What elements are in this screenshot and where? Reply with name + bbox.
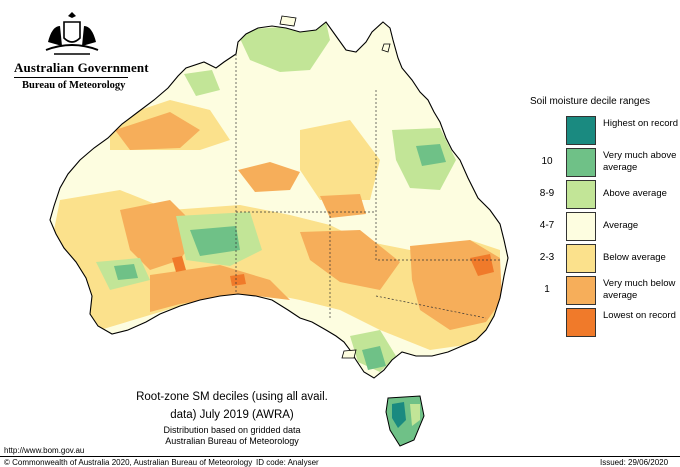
tasmania [385,395,425,447]
id-code: ID code: Analyser [256,458,319,467]
legend-swatch-below [566,244,596,273]
legend-swatch-very-much-above [566,148,596,177]
legend-swatch-lowest [566,308,596,337]
legend-item-above: 8-9 Above average [530,180,680,209]
above-average-region [184,70,220,96]
lowest-on-record-region [230,274,246,286]
legend-swatch-highest [566,116,596,145]
very-much-below-region [300,230,400,290]
very-much-above-region [190,226,240,256]
map-title-line1: Root-zone SM deciles (using all avail. [136,391,328,403]
islands [279,15,391,359]
government-title: Australian Government [14,60,149,75]
very-much-below-region [115,112,200,150]
very-much-above-region [114,264,138,280]
legend-title: Soil moisture decile ranges [530,96,651,107]
legend-swatch-very-much-below [566,276,596,305]
legend-item-highest: Highest on record [530,116,680,145]
legend-code: 2-3 [539,252,555,263]
header-divider [14,77,128,78]
very-much-above-region [362,346,386,370]
bureau-title: Bureau of Meteorology [22,80,126,91]
lowest-on-record-region [470,254,494,276]
website-url: http://www.bom.gov.au [4,446,85,455]
legend-label: Below average [603,252,666,263]
legend-label: Very much below average [603,278,676,301]
legend-code: 4-7 [539,220,555,231]
very-much-below-region [238,162,300,192]
legend-swatch-average [566,212,596,241]
map-subtitle-distribution: Distribution based on gridded data [163,425,301,435]
map-subtitle-source: Australian Bureau of Meteorology [165,436,299,446]
legend-code: 8-9 [539,188,555,199]
legend-item-below: 2-3 Below average [530,244,680,273]
footer-divider [0,456,680,457]
legend-label: Highest on record [603,118,678,129]
legend-code: 1 [544,284,550,295]
legend-item-average: 4-7 Average [530,212,680,241]
mainland-australia [49,21,509,379]
legend-label: Lowest on record [603,310,676,321]
below-average-region [300,120,380,200]
legend-item-lowest: Lowest on record [530,308,680,337]
above-average-region [236,22,330,72]
legend-label: Average [603,220,639,231]
very-much-above-region [416,144,446,166]
issued-date: Issued: 29/06/2020 [600,458,669,467]
map-title-line2: data) July 2019 (AWRA) [170,409,294,421]
legend-label: Above average [603,188,667,199]
very-much-below-region [320,194,366,218]
coat-of-arms-icon [45,12,99,55]
copyright-text: © Commonwealth of Australia 2020, Austra… [4,458,253,467]
legend-label: Very much above average [603,150,677,173]
legend-item-very-much-above: 10 Very much above average [530,148,680,177]
very-much-below-region [150,265,290,312]
legend-swatch-above [566,180,596,209]
map-title: Root-zone SM deciles (using all avail. d… [112,388,352,424]
lowest-on-record-region [172,256,186,272]
legend-code: 10 [541,156,553,167]
legend-item-very-much-below: 1 Very much below average [530,276,680,305]
